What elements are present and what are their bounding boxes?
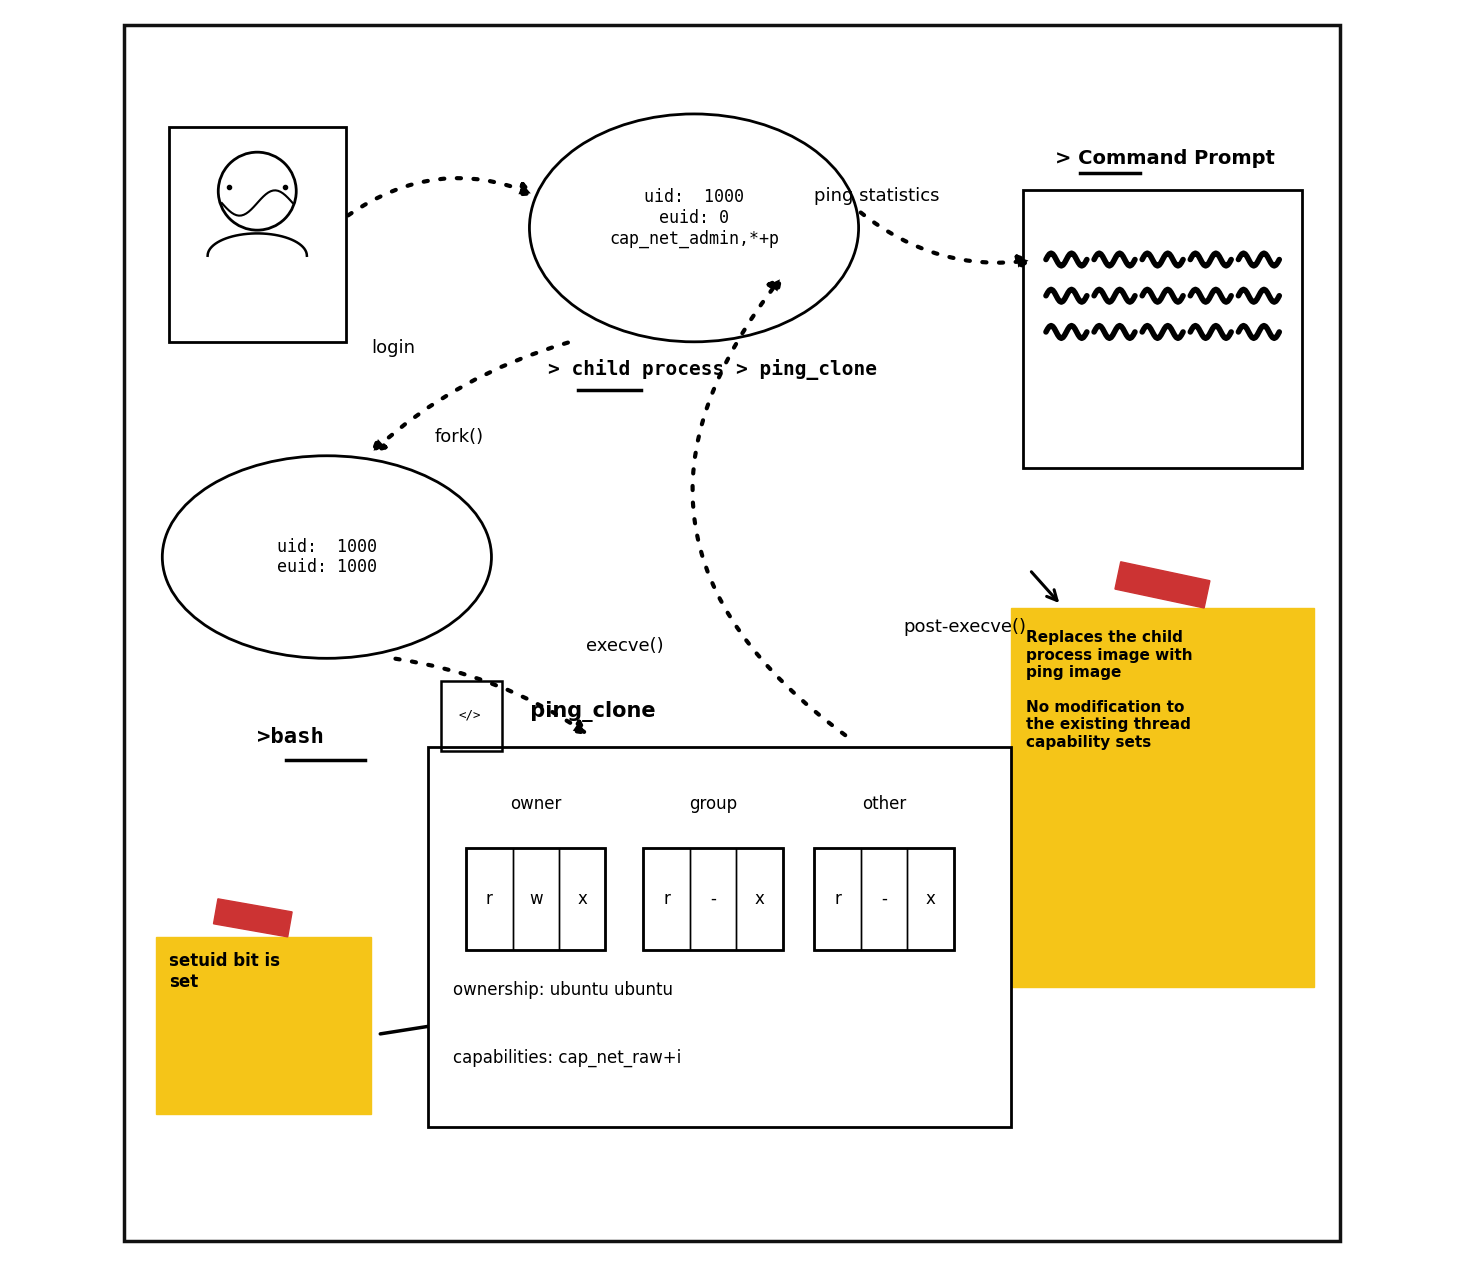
Bar (861, 848, 908, 950)
Text: post-execve(): post-execve() (903, 618, 1026, 636)
Bar (814, 848, 953, 950)
Text: > Command Prompt: > Command Prompt (1056, 149, 1275, 168)
Bar (643, 848, 783, 950)
Text: setuid bit is
set: setuid bit is set (168, 952, 280, 991)
Text: r: r (486, 890, 493, 908)
Ellipse shape (530, 114, 858, 342)
Text: x: x (754, 890, 764, 908)
Text: ownership: ubuntu ubuntu: ownership: ubuntu ubuntu (454, 981, 673, 999)
Text: group: group (690, 795, 736, 813)
FancyArrowPatch shape (692, 280, 845, 736)
Bar (466, 848, 512, 950)
FancyArrowPatch shape (373, 343, 568, 451)
Text: r: r (663, 890, 671, 908)
Text: uid:  1000
euid: 0
cap_net_admin,*+p: uid: 1000 euid: 0 cap_net_admin,*+p (609, 187, 779, 248)
Bar (168, 127, 346, 342)
Bar (512, 848, 559, 950)
Text: capabilities: cap_net_raw+i: capabilities: cap_net_raw+i (454, 1048, 682, 1066)
Bar (441, 681, 502, 751)
Bar (427, 747, 1010, 1127)
Text: -: - (710, 890, 716, 908)
Text: w: w (529, 890, 543, 908)
FancyArrowPatch shape (348, 179, 531, 215)
Text: execve(): execve() (587, 637, 665, 655)
Text: > child process > ping_clone: > child process > ping_clone (549, 360, 877, 380)
FancyBboxPatch shape (1010, 608, 1315, 987)
FancyArrowPatch shape (861, 213, 1029, 267)
Text: x: x (577, 890, 587, 908)
Text: r: r (834, 890, 840, 908)
Text: x: x (925, 890, 935, 908)
Bar (466, 848, 606, 950)
Text: uid:  1000
euid: 1000: uid: 1000 euid: 1000 (277, 538, 376, 576)
Ellipse shape (163, 456, 492, 658)
Bar (690, 848, 736, 950)
Text: other: other (862, 795, 906, 813)
FancyArrowPatch shape (395, 658, 586, 733)
Text: -: - (881, 890, 887, 908)
Text: fork(): fork() (435, 428, 483, 446)
Bar (559, 848, 606, 950)
FancyBboxPatch shape (157, 937, 372, 1114)
Text: ping_clone: ping_clone (523, 701, 656, 722)
Text: owner: owner (509, 795, 562, 813)
Text: ping statistics: ping statistics (814, 187, 940, 205)
Text: login: login (372, 339, 416, 357)
Text: </>: </> (458, 709, 482, 722)
Bar (814, 848, 861, 950)
Bar (908, 848, 953, 950)
Text: Replaces the child
process image with
ping image

No modification to
the existin: Replaces the child process image with pi… (1026, 630, 1192, 749)
Bar (736, 848, 783, 950)
Bar (643, 848, 690, 950)
Polygon shape (1116, 562, 1209, 608)
Polygon shape (214, 899, 293, 937)
Bar (1023, 190, 1301, 468)
Text: >bash: >bash (258, 727, 324, 747)
